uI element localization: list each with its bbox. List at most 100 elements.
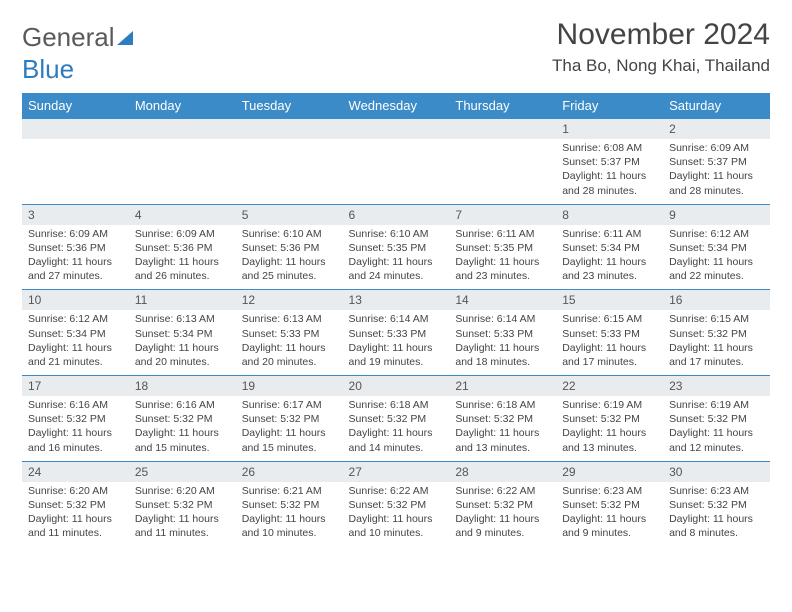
- sunset-text: Sunset: 5:32 PM: [349, 412, 444, 426]
- day-details: Sunrise: 6:08 AMSunset: 5:37 PMDaylight:…: [556, 139, 663, 204]
- calendar-cell: 7Sunrise: 6:11 AMSunset: 5:35 PMDaylight…: [449, 204, 556, 290]
- day-details: Sunrise: 6:12 AMSunset: 5:34 PMDaylight:…: [663, 225, 770, 290]
- sunrise-text: Sunrise: 6:09 AM: [669, 141, 764, 155]
- day-number: 24: [22, 462, 129, 482]
- sunrise-text: Sunrise: 6:08 AM: [562, 141, 657, 155]
- calendar-cell: 27Sunrise: 6:22 AMSunset: 5:32 PMDayligh…: [343, 461, 450, 546]
- day-number: 6: [343, 205, 450, 225]
- calendar-row: 10Sunrise: 6:12 AMSunset: 5:34 PMDayligh…: [22, 290, 770, 376]
- sunrise-text: Sunrise: 6:16 AM: [28, 398, 123, 412]
- calendar-cell: 24Sunrise: 6:20 AMSunset: 5:32 PMDayligh…: [22, 461, 129, 546]
- daylight-text: Daylight: 11 hours and 20 minutes.: [242, 341, 337, 369]
- calendar-cell: 12Sunrise: 6:13 AMSunset: 5:33 PMDayligh…: [236, 290, 343, 376]
- sunrise-text: Sunrise: 6:22 AM: [349, 484, 444, 498]
- calendar-cell: [236, 119, 343, 205]
- sunrise-text: Sunrise: 6:16 AM: [135, 398, 230, 412]
- sunset-text: Sunset: 5:34 PM: [135, 327, 230, 341]
- day-details: Sunrise: 6:14 AMSunset: 5:33 PMDaylight:…: [449, 310, 556, 375]
- daylight-text: Daylight: 11 hours and 18 minutes.: [455, 341, 550, 369]
- day-details: [343, 139, 450, 197]
- daylight-text: Daylight: 11 hours and 23 minutes.: [562, 255, 657, 283]
- daylight-text: Daylight: 11 hours and 17 minutes.: [669, 341, 764, 369]
- sunset-text: Sunset: 5:37 PM: [562, 155, 657, 169]
- day-details: [129, 139, 236, 197]
- sunrise-text: Sunrise: 6:17 AM: [242, 398, 337, 412]
- calendar-cell: 15Sunrise: 6:15 AMSunset: 5:33 PMDayligh…: [556, 290, 663, 376]
- day-details: Sunrise: 6:22 AMSunset: 5:32 PMDaylight:…: [343, 482, 450, 547]
- day-details: Sunrise: 6:09 AMSunset: 5:36 PMDaylight:…: [22, 225, 129, 290]
- calendar-cell: 23Sunrise: 6:19 AMSunset: 5:32 PMDayligh…: [663, 376, 770, 462]
- sunrise-text: Sunrise: 6:15 AM: [562, 312, 657, 326]
- day-details: Sunrise: 6:11 AMSunset: 5:34 PMDaylight:…: [556, 225, 663, 290]
- day-details: Sunrise: 6:13 AMSunset: 5:34 PMDaylight:…: [129, 310, 236, 375]
- sunset-text: Sunset: 5:34 PM: [562, 241, 657, 255]
- day-details: Sunrise: 6:11 AMSunset: 5:35 PMDaylight:…: [449, 225, 556, 290]
- calendar-cell: 21Sunrise: 6:18 AMSunset: 5:32 PMDayligh…: [449, 376, 556, 462]
- sunset-text: Sunset: 5:32 PM: [562, 412, 657, 426]
- sunrise-text: Sunrise: 6:14 AM: [455, 312, 550, 326]
- day-details: Sunrise: 6:19 AMSunset: 5:32 PMDaylight:…: [556, 396, 663, 461]
- day-details: Sunrise: 6:16 AMSunset: 5:32 PMDaylight:…: [129, 396, 236, 461]
- day-number: 17: [22, 376, 129, 396]
- day-number: 2: [663, 119, 770, 139]
- sunrise-text: Sunrise: 6:10 AM: [242, 227, 337, 241]
- day-number: 9: [663, 205, 770, 225]
- sunrise-text: Sunrise: 6:20 AM: [28, 484, 123, 498]
- day-number: [343, 119, 450, 139]
- calendar-cell: [129, 119, 236, 205]
- sunrise-text: Sunrise: 6:19 AM: [669, 398, 764, 412]
- calendar-cell: 4Sunrise: 6:09 AMSunset: 5:36 PMDaylight…: [129, 204, 236, 290]
- sunset-text: Sunset: 5:32 PM: [455, 412, 550, 426]
- day-details: Sunrise: 6:14 AMSunset: 5:33 PMDaylight:…: [343, 310, 450, 375]
- day-details: Sunrise: 6:19 AMSunset: 5:32 PMDaylight:…: [663, 396, 770, 461]
- day-number: 30: [663, 462, 770, 482]
- day-number: 8: [556, 205, 663, 225]
- sunset-text: Sunset: 5:32 PM: [242, 412, 337, 426]
- daylight-text: Daylight: 11 hours and 23 minutes.: [455, 255, 550, 283]
- day-number: 14: [449, 290, 556, 310]
- sunrise-text: Sunrise: 6:13 AM: [242, 312, 337, 326]
- calendar-cell: 19Sunrise: 6:17 AMSunset: 5:32 PMDayligh…: [236, 376, 343, 462]
- daylight-text: Daylight: 11 hours and 20 minutes.: [135, 341, 230, 369]
- day-details: Sunrise: 6:22 AMSunset: 5:32 PMDaylight:…: [449, 482, 556, 547]
- sunrise-text: Sunrise: 6:12 AM: [669, 227, 764, 241]
- day-number: 13: [343, 290, 450, 310]
- calendar-cell: 5Sunrise: 6:10 AMSunset: 5:36 PMDaylight…: [236, 204, 343, 290]
- sunset-text: Sunset: 5:32 PM: [135, 498, 230, 512]
- sunset-text: Sunset: 5:32 PM: [242, 498, 337, 512]
- calendar-cell: 8Sunrise: 6:11 AMSunset: 5:34 PMDaylight…: [556, 204, 663, 290]
- sunset-text: Sunset: 5:35 PM: [349, 241, 444, 255]
- sunset-text: Sunset: 5:33 PM: [562, 327, 657, 341]
- day-details: Sunrise: 6:09 AMSunset: 5:36 PMDaylight:…: [129, 225, 236, 290]
- day-number: 25: [129, 462, 236, 482]
- day-details: Sunrise: 6:15 AMSunset: 5:32 PMDaylight:…: [663, 310, 770, 375]
- sunrise-text: Sunrise: 6:09 AM: [135, 227, 230, 241]
- day-number: 18: [129, 376, 236, 396]
- sunset-text: Sunset: 5:33 PM: [455, 327, 550, 341]
- logo-text-blue: Blue: [22, 54, 770, 85]
- calendar-cell: 16Sunrise: 6:15 AMSunset: 5:32 PMDayligh…: [663, 290, 770, 376]
- sunset-text: Sunset: 5:33 PM: [242, 327, 337, 341]
- sunrise-text: Sunrise: 6:14 AM: [349, 312, 444, 326]
- daylight-text: Daylight: 11 hours and 10 minutes.: [242, 512, 337, 540]
- day-number: 10: [22, 290, 129, 310]
- calendar-row: 1Sunrise: 6:08 AMSunset: 5:37 PMDaylight…: [22, 119, 770, 205]
- calendar-cell: 30Sunrise: 6:23 AMSunset: 5:32 PMDayligh…: [663, 461, 770, 546]
- sunrise-text: Sunrise: 6:21 AM: [242, 484, 337, 498]
- sunrise-text: Sunrise: 6:23 AM: [562, 484, 657, 498]
- calendar-cell: 11Sunrise: 6:13 AMSunset: 5:34 PMDayligh…: [129, 290, 236, 376]
- day-details: Sunrise: 6:20 AMSunset: 5:32 PMDaylight:…: [129, 482, 236, 547]
- day-details: Sunrise: 6:10 AMSunset: 5:36 PMDaylight:…: [236, 225, 343, 290]
- sunset-text: Sunset: 5:32 PM: [562, 498, 657, 512]
- logo-text-gray: General: [22, 22, 115, 53]
- day-details: Sunrise: 6:13 AMSunset: 5:33 PMDaylight:…: [236, 310, 343, 375]
- sunrise-text: Sunrise: 6:15 AM: [669, 312, 764, 326]
- daylight-text: Daylight: 11 hours and 17 minutes.: [562, 341, 657, 369]
- sunset-text: Sunset: 5:32 PM: [669, 327, 764, 341]
- sunset-text: Sunset: 5:34 PM: [28, 327, 123, 341]
- daylight-text: Daylight: 11 hours and 19 minutes.: [349, 341, 444, 369]
- day-number: [449, 119, 556, 139]
- day-details: Sunrise: 6:23 AMSunset: 5:32 PMDaylight:…: [663, 482, 770, 547]
- weekday-header: Saturday: [663, 93, 770, 119]
- sunset-text: Sunset: 5:32 PM: [349, 498, 444, 512]
